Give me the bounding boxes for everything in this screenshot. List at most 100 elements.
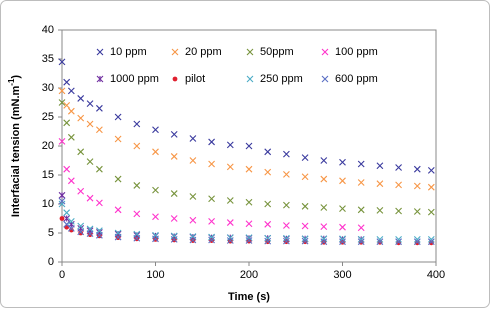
point xyxy=(427,166,435,174)
y-tick-label: 5 xyxy=(48,227,54,239)
point xyxy=(301,173,309,181)
legend-marker xyxy=(246,75,254,83)
point xyxy=(189,157,197,164)
point xyxy=(63,102,71,109)
point xyxy=(133,120,141,128)
point xyxy=(427,183,435,191)
point xyxy=(226,163,234,171)
point xyxy=(58,58,66,66)
point xyxy=(339,158,346,166)
point xyxy=(226,141,234,149)
point xyxy=(86,230,94,237)
y-tick-label: 30 xyxy=(42,82,54,94)
y-tick-label: 15 xyxy=(42,169,54,181)
point xyxy=(245,165,253,173)
x-axis-label: Time (s) xyxy=(228,291,270,303)
point xyxy=(96,104,103,112)
point xyxy=(58,200,66,208)
point xyxy=(427,238,435,246)
point xyxy=(152,186,159,194)
point xyxy=(245,234,253,242)
point xyxy=(77,148,85,156)
point xyxy=(357,224,365,232)
point xyxy=(58,197,66,205)
point xyxy=(226,237,234,244)
point xyxy=(357,206,365,214)
point xyxy=(152,235,159,243)
point xyxy=(170,153,178,160)
point xyxy=(245,198,253,206)
point xyxy=(133,210,141,218)
legend-marker xyxy=(171,48,179,56)
point xyxy=(114,175,122,183)
point xyxy=(133,234,141,242)
point xyxy=(301,235,309,243)
point xyxy=(67,107,75,115)
point xyxy=(413,182,421,190)
point xyxy=(152,213,159,221)
y-axis-label: Interfacial tension (mN.m-1) xyxy=(7,75,22,218)
point xyxy=(245,142,253,150)
point xyxy=(320,157,328,164)
point xyxy=(264,234,272,242)
legend-marker xyxy=(172,76,178,82)
point xyxy=(59,216,65,221)
y-tick-label: 25 xyxy=(42,111,54,123)
x-tick-label: 200 xyxy=(240,269,258,281)
point xyxy=(96,165,103,173)
point xyxy=(58,87,66,95)
point xyxy=(189,216,197,224)
point xyxy=(376,162,384,170)
point xyxy=(226,234,234,242)
point xyxy=(189,236,197,244)
point xyxy=(320,223,328,231)
point xyxy=(428,240,434,246)
point xyxy=(320,204,328,211)
point xyxy=(427,208,435,216)
point xyxy=(152,126,159,134)
point xyxy=(77,187,85,195)
point xyxy=(413,238,421,246)
y-tick-label: 0 xyxy=(48,256,54,268)
point xyxy=(339,177,346,185)
point xyxy=(396,240,401,246)
point xyxy=(301,202,309,210)
point xyxy=(414,240,420,246)
legend-label: 50ppm xyxy=(260,46,294,58)
point xyxy=(63,215,71,222)
point xyxy=(283,234,290,242)
point xyxy=(63,119,71,127)
point xyxy=(67,133,75,141)
legend-label: pilot xyxy=(185,73,205,85)
point xyxy=(283,237,290,245)
point xyxy=(376,206,384,214)
point xyxy=(376,235,384,243)
y-label-sup: -1 xyxy=(7,78,16,86)
legend-label: 10 ppm xyxy=(110,46,147,58)
legend-label: 600 ppm xyxy=(335,73,378,85)
point xyxy=(301,222,309,230)
point xyxy=(357,235,365,243)
point xyxy=(170,131,178,138)
point xyxy=(301,237,309,245)
y-tick-label: 35 xyxy=(42,53,54,65)
point xyxy=(283,201,290,209)
y-tick-label: 40 xyxy=(42,24,54,36)
point xyxy=(357,179,365,186)
point xyxy=(58,191,66,199)
point xyxy=(357,160,365,168)
point xyxy=(264,237,272,245)
point xyxy=(58,137,66,145)
point xyxy=(77,114,85,122)
point xyxy=(395,238,402,246)
point xyxy=(86,194,94,202)
point xyxy=(114,113,122,121)
point xyxy=(320,238,328,246)
point xyxy=(283,150,290,158)
point xyxy=(114,206,122,214)
point xyxy=(77,95,85,102)
y-label-main: Interfacial tension (mN.m xyxy=(10,85,22,217)
point xyxy=(63,78,71,86)
x-tick-label: 100 xyxy=(146,269,164,281)
